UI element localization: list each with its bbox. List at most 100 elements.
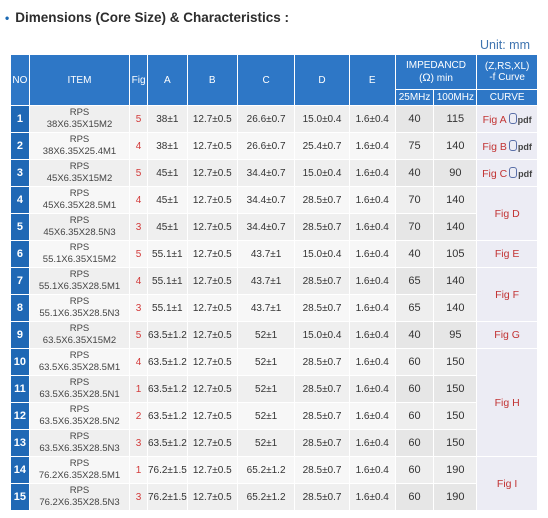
dim-a: 38±1 [146,132,188,160]
header-no: NO [10,54,30,106]
impedance-100mhz: 105 [433,240,478,268]
impedance-25mhz: 60 [394,429,435,457]
impedance-25mhz: 70 [394,213,435,241]
table-row: 6 RPS 55.1X6.35X15M2 5 55.1±1 12.7±0.5 43.7±1 1… [10,240,538,268]
curve-label[interactable]: Fig B [482,140,507,153]
dim-d: 15.0±0.4 [294,159,350,187]
curve-link[interactable]: Fig E [476,240,538,268]
item-part-number: 55.1X6.35X15M2 [42,254,117,265]
item-series: RPS [69,134,90,145]
curve-label[interactable]: Fig I [496,477,518,490]
item-series: RPS [69,215,90,226]
dim-a: 38±1 [146,105,188,133]
curve-link[interactable]: Fig H [476,348,538,457]
heading-title: Dimensions (Core Size) & Characteristics… [15,10,290,25]
item-part-number: 63.5X6.35X15M2 [42,335,117,346]
dim-a: 45±1 [146,186,188,214]
header-curve: (Z,RS,XL) -f Curve [476,54,538,90]
pdf-icon[interactable]: pdf [508,139,532,152]
curve-link[interactable]: Fig B pdf [476,132,538,160]
impedance-25mhz: 40 [394,321,435,349]
dim-d: 28.5±0.7 [294,483,350,511]
pdf-icon[interactable]: pdf [509,166,532,179]
curve-label[interactable]: Fig H [494,396,520,409]
dim-b: 12.7±0.5 [186,483,238,511]
curve-label[interactable]: Fig F [495,288,520,301]
curve-label[interactable]: Fig E [494,248,520,260]
table-row: 5 RPS 45X6.35X28.5N3 3 45±1 12.7±0.5 34.4±0.7 2… [10,213,538,241]
row-number: 1 [10,105,30,133]
header-a: A [146,54,188,106]
item-part-number: 45X6.35X28.5M1 [42,200,117,211]
item-series: RPS [69,107,90,118]
item-series: RPS [69,242,90,253]
dim-c: 65.2±1.2 [236,456,296,484]
dim-e: 1.6±0.4 [348,132,396,160]
curve-link[interactable]: Fig I [476,456,538,511]
dim-c: 43.7±1 [236,294,296,322]
dim-c: 34.4±0.7 [236,159,296,187]
dim-d: 28.5±0.7 [294,267,350,295]
dim-d: 15.0±0.4 [294,240,350,268]
dim-d: 28.5±0.7 [294,456,350,484]
fig-number: 3 [129,213,148,241]
curve-label[interactable]: Fig C [482,167,508,180]
item-name: RPS 38X6.35X15M2 [28,105,131,133]
curve-link[interactable]: Fig A pdf [476,105,538,133]
dim-c: 26.6±0.7 [236,105,296,133]
row-number: 4 [10,186,30,214]
impedance-100mhz: 140 [433,186,478,214]
header-b: B [186,54,238,106]
item-series: RPS [69,458,90,469]
impedance-25mhz: 60 [394,348,435,376]
curve-link[interactable]: Fig D [476,186,538,241]
dim-a: 55.1±1 [146,267,188,295]
dim-d: 15.0±0.4 [294,321,350,349]
dim-b: 12.7±0.5 [186,294,238,322]
impedance-25mhz: 65 [394,294,435,322]
impedance-100mhz: 115 [433,105,478,133]
dim-a: 76.2±1.5 [146,483,188,511]
item-series: RPS [69,323,90,334]
dim-b: 12.7±0.5 [186,267,238,295]
dim-c: 52±1 [236,321,296,349]
fig-number: 1 [129,456,148,484]
unit-label: Unit: mm [480,38,530,52]
dim-a: 55.1±1 [146,240,188,268]
curve-label[interactable]: Fig G [494,329,520,341]
dim-d: 28.5±0.7 [294,402,350,430]
curve-label[interactable]: Fig A [482,113,507,126]
item-series: RPS [69,350,90,361]
curve-link[interactable]: Fig G [476,321,538,349]
item-part-number: 76.2X6.35X28.5M1 [38,470,121,481]
dim-c: 43.7±1 [236,267,296,295]
item-part-number: 55.1X6.35X28.5N3 [39,308,120,319]
curve-link[interactable]: Fig C pdf [476,159,538,187]
impedance-100mhz: 140 [433,267,478,295]
fig-number: 5 [129,321,148,349]
dim-a: 63.5±1.2 [146,429,188,457]
dim-a: 45±1 [146,159,188,187]
fig-number: 4 [129,267,148,295]
item-series: RPS [69,404,90,415]
item-name: RPS 76.2X6.35X28.5N3 [28,483,131,511]
pdf-icon[interactable]: pdf [508,112,532,125]
dim-e: 1.6±0.4 [348,348,396,376]
heading-bullet: • [5,11,10,25]
pdf-label: pdf [517,114,532,125]
dim-b: 12.7±0.5 [186,213,238,241]
impedance-25mhz: 40 [394,240,435,268]
dim-a: 63.5±1.2 [146,402,188,430]
curve-label[interactable]: Fig D [494,207,520,220]
impedance-25mhz: 60 [394,375,435,403]
dim-b: 12.7±0.5 [186,402,238,430]
dim-d: 25.4±0.7 [294,132,350,160]
table-row: 8 RPS 55.1X6.35X28.5N3 3 55.1±1 12.7±0.5 43.7±… [10,294,538,322]
item-part-number: 45X6.35X28.5N3 [43,227,116,238]
impedance-25mhz: 60 [394,456,435,484]
impedance-100mhz: 95 [433,321,478,349]
impedance-25mhz: 70 [394,186,435,214]
header-25mhz: 25MHz [394,89,435,106]
curve-link[interactable]: Fig F [476,267,538,322]
row-number: 7 [10,267,30,295]
